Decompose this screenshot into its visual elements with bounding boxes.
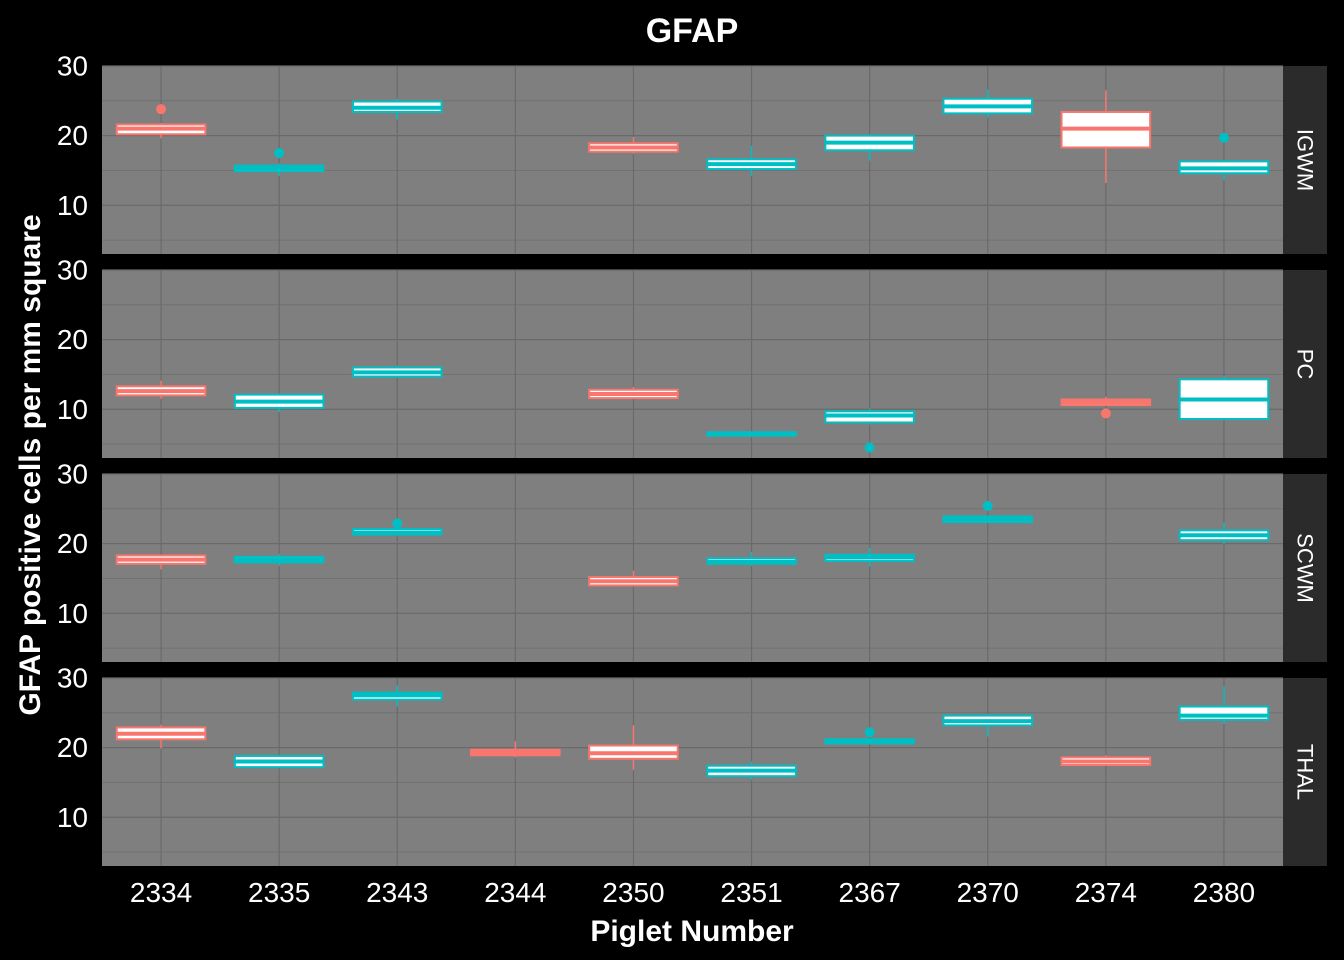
box-igwm-2334 xyxy=(115,104,207,139)
x-tick-label: 2344 xyxy=(484,877,546,908)
box-igwm-2367 xyxy=(824,134,915,161)
strip-scwm xyxy=(1283,474,1327,662)
box-thal-2351 xyxy=(706,761,797,780)
y-tick-label: 20 xyxy=(57,324,88,355)
x-axis-title: Piglet Number xyxy=(590,915,794,948)
box-igwm-2380 xyxy=(1178,132,1270,181)
x-axis: 2334 2335 2343 2344 2350 2351 2367 2370 2374 2380 xyxy=(130,877,1255,908)
y-axis-title: GFAP positive cells per mm square xyxy=(14,214,47,715)
box-scwm-2343 xyxy=(351,518,443,536)
box-scwm-2367 xyxy=(824,547,915,567)
strip-label-pc: PC xyxy=(1293,349,1318,380)
box-igwm-2335 xyxy=(233,148,325,177)
box-pc-2367 xyxy=(824,408,915,453)
strip-label-thal: THAL xyxy=(1293,744,1318,800)
y-tick-label: 10 xyxy=(57,802,88,833)
box-pc-2350 xyxy=(588,386,679,400)
y-tick-label: 20 xyxy=(57,528,88,559)
box-thal-2374 xyxy=(1060,755,1152,767)
box-igwm-2351 xyxy=(706,146,797,177)
x-tick-label: 2343 xyxy=(366,877,428,908)
box-scwm-2334 xyxy=(115,554,207,570)
y-tick-label: 30 xyxy=(57,459,88,490)
box-pc-2335 xyxy=(233,393,325,413)
facet-pc: PC 10 20 30 xyxy=(57,255,1327,458)
panel-background xyxy=(102,678,1283,866)
outlier-point xyxy=(1100,408,1111,419)
box-thal-2370 xyxy=(942,714,1034,737)
y-tick-label: 10 xyxy=(57,394,88,425)
facet-igwm: IGWM 10 20 30 xyxy=(57,51,1327,254)
x-tick-label: 2334 xyxy=(130,877,192,908)
strip-label-scwm: SCWM xyxy=(1293,533,1318,603)
box-scwm-2335 xyxy=(233,554,325,566)
box-igwm-2350 xyxy=(588,137,679,154)
box-thal-2334 xyxy=(115,724,207,749)
box-thal-2343 xyxy=(351,685,443,707)
outlier-point xyxy=(1218,132,1229,143)
panel-background xyxy=(102,270,1283,458)
x-tick-label: 2350 xyxy=(602,877,664,908)
box-pc-2380 xyxy=(1178,375,1270,421)
outlier-point xyxy=(864,727,875,738)
box-pc-2334 xyxy=(115,380,207,399)
strip-pc xyxy=(1283,270,1327,458)
box-scwm-2351 xyxy=(706,551,797,566)
x-tick-label: 2370 xyxy=(957,877,1019,908)
y-tick-label: 20 xyxy=(57,120,88,151)
y-tick-label: 10 xyxy=(57,190,88,221)
panel-background xyxy=(102,474,1283,662)
x-tick-label: 2367 xyxy=(839,877,901,908)
box-igwm-2343 xyxy=(351,98,443,120)
y-tick-label: 30 xyxy=(57,663,88,694)
outlier-point xyxy=(274,148,285,159)
outlier-point xyxy=(392,518,403,529)
strip-igwm xyxy=(1283,66,1327,254)
strip-label-igwm: IGWM xyxy=(1293,129,1318,191)
box-thal-2344 xyxy=(470,741,561,758)
panel-background xyxy=(102,66,1283,254)
box-scwm-2370 xyxy=(942,501,1034,524)
box-pc-2351 xyxy=(706,431,797,437)
box-igwm-2374 xyxy=(1060,90,1152,183)
x-tick-label: 2351 xyxy=(720,877,782,908)
outlier-point xyxy=(982,501,993,512)
x-tick-label: 2335 xyxy=(248,877,310,908)
box-scwm-2380 xyxy=(1178,522,1270,545)
x-tick-label: 2380 xyxy=(1193,877,1255,908)
box-pc-2343 xyxy=(351,365,443,378)
y-tick-label: 20 xyxy=(57,732,88,763)
facet-thal: THAL 10 20 30 xyxy=(57,663,1327,866)
y-tick-label: 10 xyxy=(57,598,88,629)
outlier-point xyxy=(864,442,875,453)
box-thal-2367 xyxy=(824,727,915,745)
box-scwm-2350 xyxy=(588,570,679,587)
chart-title: GFAP xyxy=(646,12,739,50)
box-iqr xyxy=(1178,705,1270,721)
box-thal-2350 xyxy=(588,725,679,770)
y-tick-label: 30 xyxy=(57,51,88,82)
box-pc-2374 xyxy=(1060,396,1152,419)
y-tick-label: 30 xyxy=(57,255,88,286)
box-igwm-2370 xyxy=(942,89,1034,118)
facet-panels: IGWM 10 20 30 PC 10 20 30 SCWM 10 20 30 THAL 10 20 30 xyxy=(57,51,1327,866)
strip-thal xyxy=(1283,678,1327,866)
box-thal-2335 xyxy=(233,754,325,769)
outlier-point xyxy=(156,104,167,115)
box-thal-2380 xyxy=(1178,686,1270,724)
x-tick-label: 2374 xyxy=(1075,877,1137,908)
facet-scwm: SCWM 10 20 30 xyxy=(57,459,1327,662)
